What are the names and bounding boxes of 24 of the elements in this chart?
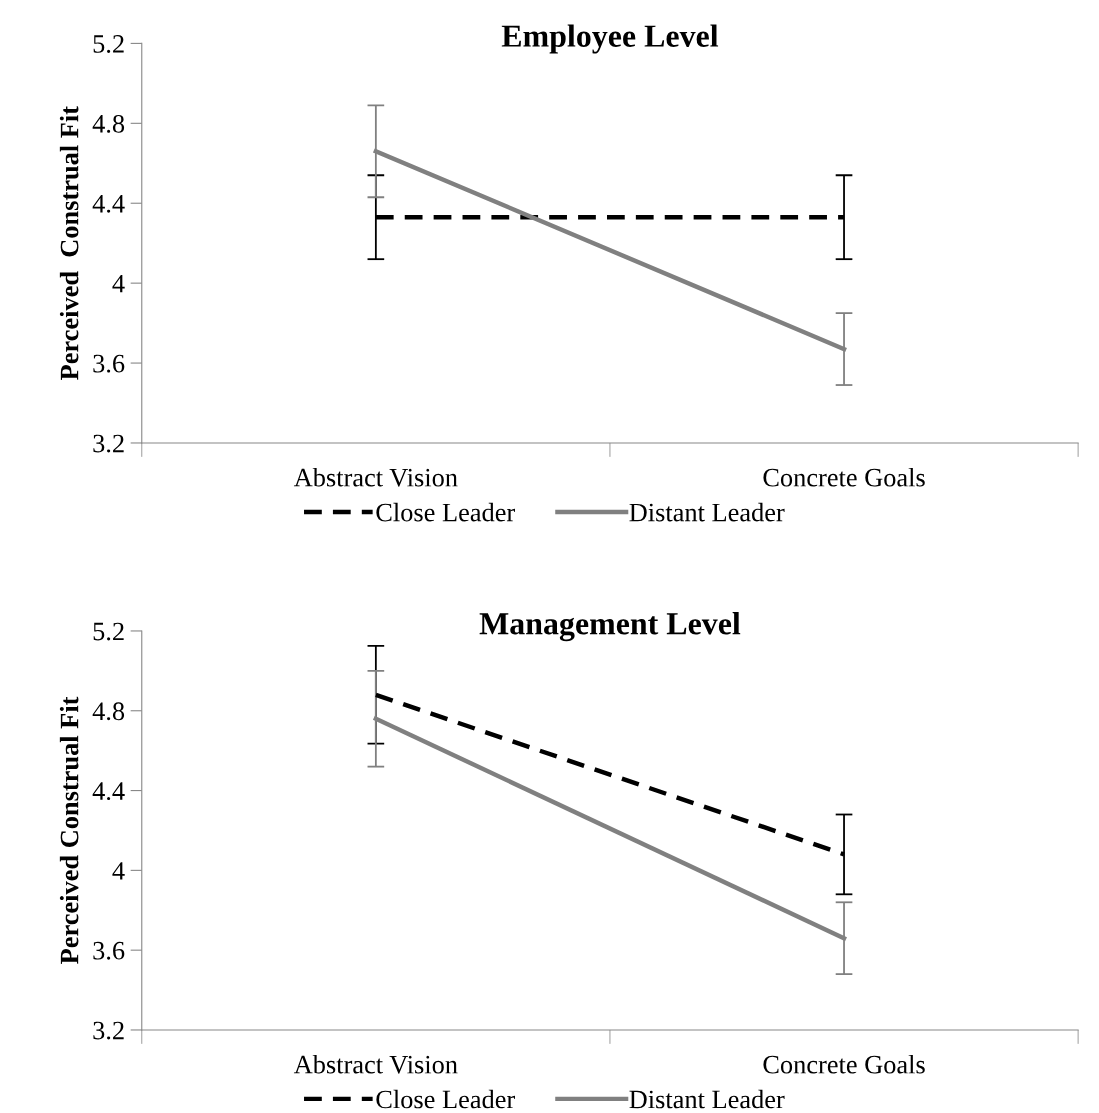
y-tick-label: 5.2 [93, 35, 124, 53]
x-tick-label: Abstract Vision [293, 467, 458, 487]
y-tick-label: 4.8 [92, 114, 125, 133]
legend-label: Distant Leader [629, 1089, 785, 1109]
x-tick-label: Concrete Goals [763, 467, 925, 487]
x-tick-label: Abstract Vision [293, 1054, 458, 1074]
y-axis-title: Perceived Construal Fit [59, 106, 79, 380]
y-tick-label: 4.4 [92, 782, 125, 801]
chart-title: Management Level [479, 612, 741, 642]
y-axis-title: Perceived Construal Fit [59, 696, 79, 964]
y-tick-label: 3.2 [93, 1021, 124, 1040]
y-tick-label: 5.2 [93, 622, 124, 641]
y-tick-label: 4 [112, 862, 125, 880]
x-tick-label: Concrete Goals [763, 1054, 925, 1074]
y-tick-label: 4 [112, 274, 125, 293]
chart-title: Employee Level [501, 24, 719, 54]
legend-label: Close Leader [376, 502, 515, 522]
y-tick-label: 3.2 [93, 434, 124, 453]
legend-label: Distant Leader [629, 502, 785, 522]
y-tick-label: 3.6 [93, 941, 125, 960]
y-tick-label: 3.6 [93, 354, 125, 373]
y-tick-label: 4.8 [92, 702, 125, 721]
legend-label: Close Leader [376, 1089, 515, 1109]
y-tick-label: 4.4 [92, 195, 125, 213]
